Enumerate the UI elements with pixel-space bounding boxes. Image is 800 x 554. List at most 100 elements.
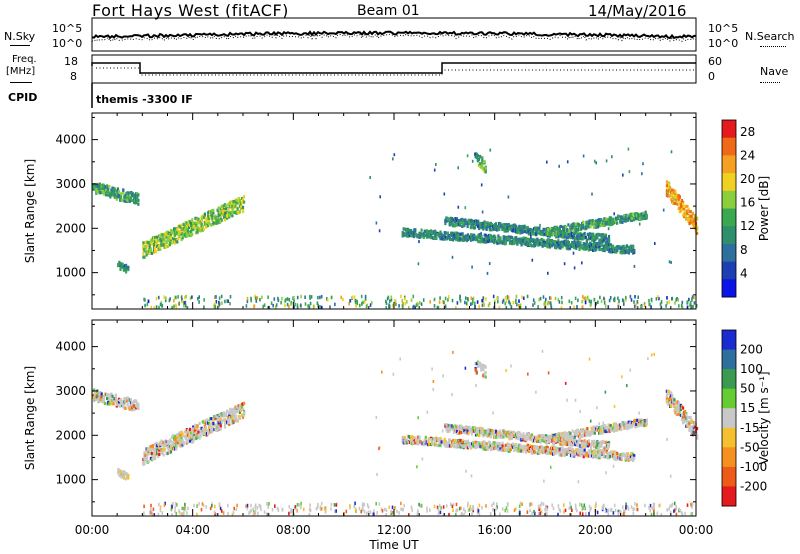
velocity-echo-cell (464, 431, 467, 435)
power-echo-cell (582, 295, 584, 299)
power-echo-cell (619, 247, 622, 251)
power-echo-cell (125, 270, 128, 274)
power-echo-cell (516, 227, 519, 231)
velocity-echo-cell (501, 441, 504, 445)
power-echo-cell (458, 235, 461, 239)
velocity-echo-cell (127, 476, 130, 480)
power-echo-cell (115, 195, 118, 199)
velocity-echo-cell (243, 401, 246, 405)
power-echo-cell (142, 241, 145, 245)
power-echo-cell (455, 223, 459, 227)
velocity-echo-cell (591, 450, 594, 454)
power-echo-cell (584, 235, 587, 240)
power-echo-cell (555, 225, 558, 229)
power-echo-cell (355, 303, 357, 308)
power-echo-cell (484, 225, 487, 229)
power-echo-cell (645, 216, 648, 220)
velocity-echo-cell (219, 427, 222, 431)
nsky-underline (10, 45, 30, 46)
velocity-echo-cell (527, 435, 530, 439)
power-echo-cell (241, 205, 245, 210)
power-echo-cell (630, 218, 633, 223)
power-echo-cell (594, 242, 597, 246)
power-echo-cell (389, 299, 391, 303)
velocity-echo-cell (593, 444, 596, 448)
velocity-echo-cell (130, 408, 133, 412)
power-echo-cell (356, 301, 359, 305)
power-echo-cell (658, 296, 660, 301)
velocity-echo-cell (539, 439, 542, 443)
power-echo-cell (308, 304, 310, 308)
velocity-echo-cell (463, 429, 466, 433)
power-echo-cell (654, 242, 656, 245)
power-echo-cell (627, 147, 630, 151)
power-echo-cell (633, 218, 636, 222)
power-echo-cell (414, 229, 417, 233)
velocity-echoes (92, 349, 699, 517)
power-echo-cell (413, 234, 416, 239)
velocity-echo-cell (482, 447, 485, 451)
velocity-echo-cell (485, 442, 488, 446)
velocity-echo-cell (447, 424, 450, 428)
velocity-echo-cell (602, 452, 605, 456)
velocity-echo-cell (526, 443, 529, 447)
velocity-echo-cell (96, 394, 99, 398)
power-echo-cell (523, 239, 526, 243)
power-echo-cell (226, 216, 229, 220)
power-echo-cell (410, 229, 413, 233)
power-echo-cell (196, 225, 199, 229)
power-echo-cell (413, 304, 415, 309)
power-echo-cell (484, 168, 487, 172)
velocity-echo-cell (193, 436, 196, 440)
power-echo-cell (493, 225, 497, 229)
power-echo-cell (447, 233, 451, 238)
freq-underline (10, 82, 32, 83)
velocity-echo-cell (535, 439, 538, 443)
power-echo-cell (168, 243, 171, 247)
velocity-echo-cell (470, 432, 473, 436)
velocity-echo-cell (633, 456, 636, 460)
power-echo-cell (550, 296, 552, 300)
power-echo-cell (666, 301, 668, 305)
velocity-echo-cell (583, 452, 586, 456)
power-echo-cell (649, 302, 651, 307)
velocity-echo-cell (187, 434, 191, 438)
power-echo-cell (254, 296, 257, 300)
velocity-echo-cell (137, 403, 140, 407)
velocity-echo-cell (495, 430, 498, 434)
power-echo-cell (530, 234, 532, 238)
velocity-echo-cell (193, 427, 196, 431)
power-echo-cell (504, 301, 507, 306)
velocity-echo-cell (177, 436, 180, 440)
velocity-echo-cell (499, 443, 502, 447)
power-echo-cell (451, 255, 454, 259)
power-echo-cell (168, 240, 171, 244)
power-echo-cell (174, 241, 177, 245)
velocity-echo-cell (189, 439, 192, 443)
velocity-echo-cell (166, 451, 169, 455)
velocity-echo-cell (236, 418, 239, 422)
power-echo-cell (246, 299, 249, 304)
power-echo-cell (488, 301, 491, 306)
power-echo-cell (488, 226, 491, 230)
velocity-echo-cell (432, 442, 435, 446)
velocity-echo-cell (237, 407, 240, 411)
power-echo-cell (150, 305, 152, 310)
nave-tick-top: 60 (708, 55, 722, 68)
power-echo-cell (364, 294, 367, 299)
velocity-echo-cell (240, 405, 244, 409)
power-echo-cell (669, 187, 672, 192)
power-echo-cell (281, 296, 283, 301)
power-echo-cell (192, 228, 195, 232)
power-echo-cell (190, 223, 193, 228)
velocity-echo-cell (172, 434, 175, 438)
power-echo-cell (609, 218, 612, 222)
power-echo-cell (507, 223, 510, 227)
power-echo-cell (484, 221, 487, 225)
power-echo-cell (147, 299, 150, 303)
power-echo-cell (184, 232, 187, 236)
power-echo-cell (142, 244, 145, 248)
velocity-echo-cell (234, 414, 237, 418)
velocity-echo-cell (108, 397, 111, 401)
